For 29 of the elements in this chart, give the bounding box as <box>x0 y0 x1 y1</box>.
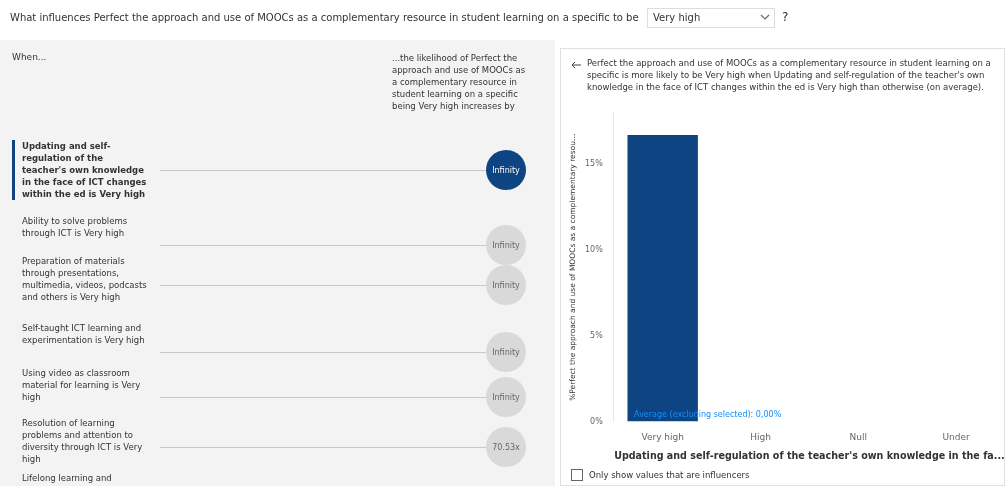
text: Infinity <box>492 392 520 402</box>
text: 70.53x <box>492 442 520 452</box>
category-label: Preparation of materials through presentations, multimedia, videos, podcasts and others is Very high <box>22 255 148 303</box>
category-label: Lifelong learning and <box>22 472 113 484</box>
text: Infinity <box>492 347 520 357</box>
category-label: Resolution of learning problems and attention to diversity through ICT is Very high <box>22 417 144 465</box>
x-tick-label: Null <box>849 432 868 443</box>
y-tick-label: 15% <box>585 159 604 169</box>
text: What influences Perfect the approach and use of MOOCs as a complementary resource in student learning on a specific to be <box>10 12 639 23</box>
x-axis-title: Updating and self-regulation of the teacher's own knowledge in the fa... <box>614 450 1005 462</box>
x-tick-label: High <box>750 432 771 443</box>
text: Infinity <box>492 280 520 290</box>
dropdown-field: Very high <box>647 8 775 28</box>
category-label: Updating and self-regulation of the teacher's own knowledge in the face of ICT changes within the ed is Very high <box>22 140 148 200</box>
text: When... <box>12 52 47 62</box>
y-tick-label: 0% <box>590 416 604 426</box>
text: Infinity <box>492 240 520 250</box>
text: ? <box>782 10 789 24</box>
category-label: Using video as classroom material for learning is Very high <box>22 367 142 403</box>
x-tick-label: Very high <box>641 432 684 443</box>
y-tick-label: 5% <box>590 330 604 340</box>
text: Only show values that are influencers <box>589 470 750 480</box>
category-label: Self-taught ICT learning and experimentation is Very high <box>22 322 146 346</box>
text: ...the likelihood of Perfect the approach and use of MOOCs as a complementary resource in student learning on a specific being Very high increases by <box>392 52 527 112</box>
chart-title: Perfect the approach and use of MOOCs as a complementary resource in student learning on a specific is more likely to be Very high when Updating and self-regulation of the teacher's own knowledge in the face of ICT changes within the ed is Very high than otherwise (on average). <box>587 57 992 93</box>
text: Infinity <box>492 165 520 175</box>
y-tick-label: 10% <box>585 245 604 255</box>
x-tick-label: Under <box>942 432 971 443</box>
category-label: Ability to solve problems through ICT is Very high <box>22 215 129 239</box>
